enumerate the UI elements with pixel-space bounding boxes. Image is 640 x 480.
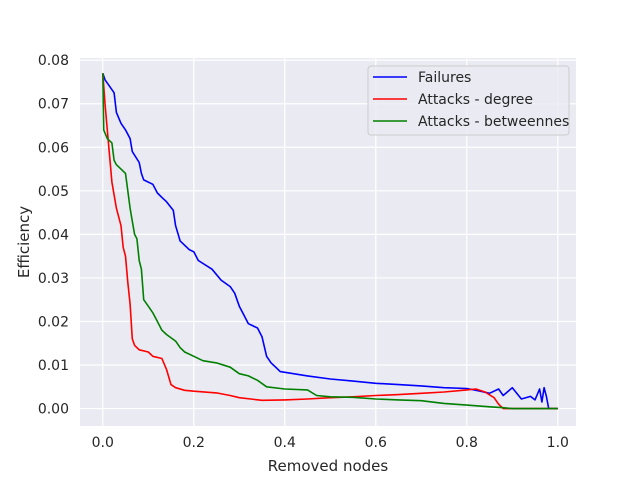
y-tick-label: 0.02	[38, 314, 69, 330]
y-tick-label: 0.05	[38, 184, 69, 200]
y-tick-label: 0.01	[38, 358, 69, 374]
y-tick-label: 0.06	[38, 140, 69, 156]
legend-label: Failures	[418, 70, 471, 86]
legend-box	[367, 65, 570, 136]
x-tick-label: 0.2	[183, 435, 205, 451]
y-tick-label: 0.07	[38, 97, 69, 113]
y-tick-label: 0.04	[38, 227, 69, 243]
series-line-1	[102, 72, 558, 410]
x-tick-label: 0.4	[274, 435, 296, 451]
x-axis-ticks: 0.0 0.2 0.4 0.6 0.8 1.0	[92, 435, 569, 451]
y-axis-label: Efficiency	[15, 206, 33, 278]
legend-label: Attacks - degree	[418, 92, 533, 108]
x-tick-label: 0.0	[92, 435, 114, 451]
series-line-3	[102, 73, 558, 410]
y-tick-label: 0.03	[38, 271, 69, 287]
x-tick-label: 0.8	[456, 435, 478, 451]
x-tick-label: 0.6	[365, 435, 387, 451]
legend-label: Attacks - betweennes	[418, 114, 569, 130]
y-tick-label: 0.00	[38, 402, 69, 418]
series-line-2	[102, 73, 558, 410]
x-tick-label: 1.0	[547, 435, 569, 451]
series-lines	[102, 72, 558, 410]
y-tick-label: 0.08	[38, 53, 69, 69]
y-axis-ticks: 0.00 0.01 0.02 0.03 0.04 0.05 0.06 0.07 0.08	[38, 53, 69, 417]
legend: Failures Attacks - degree Attacks - betwee…	[367, 65, 570, 136]
x-axis-label: Removed nodes	[268, 457, 389, 475]
